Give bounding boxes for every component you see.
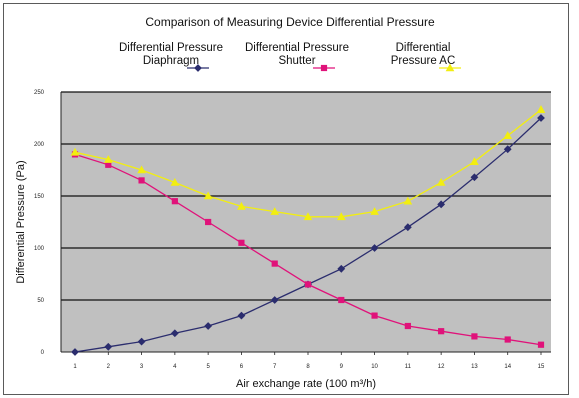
plot-area bbox=[61, 92, 551, 352]
x-axis-label: Air exchange rate (100 m³/h) bbox=[236, 378, 376, 390]
y-tick-label: 0 bbox=[41, 350, 45, 356]
data-point bbox=[503, 145, 512, 154]
data-point bbox=[137, 165, 146, 174]
data-point bbox=[437, 200, 446, 209]
data-point bbox=[504, 336, 511, 343]
x-tick-label: 14 bbox=[504, 364, 511, 370]
legend-label: Differential bbox=[396, 42, 451, 54]
x-tick-label: 5 bbox=[206, 364, 210, 370]
data-point bbox=[270, 207, 280, 215]
legend-label: Differential Pressure bbox=[245, 42, 349, 54]
data-point bbox=[70, 147, 80, 156]
data-point bbox=[337, 264, 346, 273]
x-tick-label: 4 bbox=[173, 364, 177, 370]
data-point bbox=[503, 131, 513, 139]
x-tick-label: 9 bbox=[340, 364, 344, 370]
x-tick-label: 11 bbox=[405, 364, 412, 370]
data-point bbox=[137, 337, 146, 346]
legend-label: Diaphragm bbox=[143, 55, 199, 67]
data-point bbox=[270, 296, 279, 304]
y-tick-label: 100 bbox=[34, 246, 45, 252]
data-point bbox=[404, 322, 411, 330]
data-point bbox=[471, 333, 478, 340]
x-tick-label: 7 bbox=[273, 364, 277, 370]
data-point bbox=[104, 342, 113, 351]
x-tick-label: 6 bbox=[240, 364, 244, 370]
y-tick-label: 150 bbox=[34, 194, 45, 200]
data-point bbox=[238, 239, 245, 246]
series-layer bbox=[70, 105, 546, 356]
data-point bbox=[371, 312, 378, 319]
x-tick-label: 13 bbox=[471, 364, 478, 370]
data-point bbox=[338, 296, 345, 304]
data-point bbox=[303, 212, 313, 221]
gridlines bbox=[61, 91, 551, 301]
legend-label: Differential Pressure bbox=[119, 42, 223, 54]
legend-marker bbox=[445, 63, 455, 72]
data-point bbox=[470, 173, 479, 182]
x-tick-label: 1 bbox=[73, 364, 77, 370]
chart-svg: Comparison of Measuring Device Different… bbox=[15, 15, 551, 390]
x-tick-label: 2 bbox=[107, 364, 111, 370]
data-point bbox=[170, 329, 179, 338]
x-tick-label: 15 bbox=[538, 364, 545, 370]
data-point bbox=[304, 281, 312, 288]
data-point bbox=[537, 341, 545, 348]
x-tick-label: 3 bbox=[140, 364, 144, 370]
x-tick-label: 8 bbox=[306, 364, 310, 370]
data-point bbox=[103, 155, 113, 163]
data-point bbox=[203, 191, 213, 200]
data-point bbox=[403, 223, 412, 232]
data-point bbox=[537, 114, 545, 122]
chart-title: Comparison of Measuring Device Different… bbox=[145, 15, 435, 29]
data-point bbox=[271, 260, 278, 267]
data-point bbox=[204, 322, 213, 330]
y-tick-label: 250 bbox=[34, 90, 45, 96]
legend: Differential PressureDiaphragmDifferenti… bbox=[119, 42, 461, 72]
data-point bbox=[237, 311, 246, 320]
chart-frame: Comparison of Measuring Device Different… bbox=[3, 3, 569, 395]
legend-marker bbox=[194, 64, 202, 72]
data-point bbox=[370, 244, 379, 252]
data-point bbox=[370, 207, 379, 215]
data-point bbox=[171, 198, 178, 205]
x-tick-label: 12 bbox=[438, 364, 445, 370]
data-point bbox=[205, 218, 212, 226]
data-point bbox=[536, 105, 546, 113]
legend-marker bbox=[320, 64, 328, 72]
y-tick-label: 200 bbox=[34, 142, 45, 148]
series-2 bbox=[71, 151, 545, 348]
legend-label: Pressure AC bbox=[391, 55, 456, 67]
data-point bbox=[237, 201, 246, 210]
series-3 bbox=[70, 105, 546, 221]
data-point bbox=[71, 348, 79, 356]
y-axis-label: Differential Pressure (Pa) bbox=[15, 160, 27, 283]
data-point bbox=[470, 157, 479, 165]
x-tick-label: 10 bbox=[371, 364, 378, 370]
data-point bbox=[438, 328, 445, 335]
data-point bbox=[170, 177, 180, 186]
data-point bbox=[336, 212, 346, 221]
data-point bbox=[436, 177, 446, 186]
data-point bbox=[105, 161, 112, 168]
data-point bbox=[403, 196, 413, 205]
legend-label: Shutter bbox=[278, 55, 315, 67]
y-tick-label: 50 bbox=[37, 298, 44, 304]
data-point bbox=[138, 177, 145, 184]
